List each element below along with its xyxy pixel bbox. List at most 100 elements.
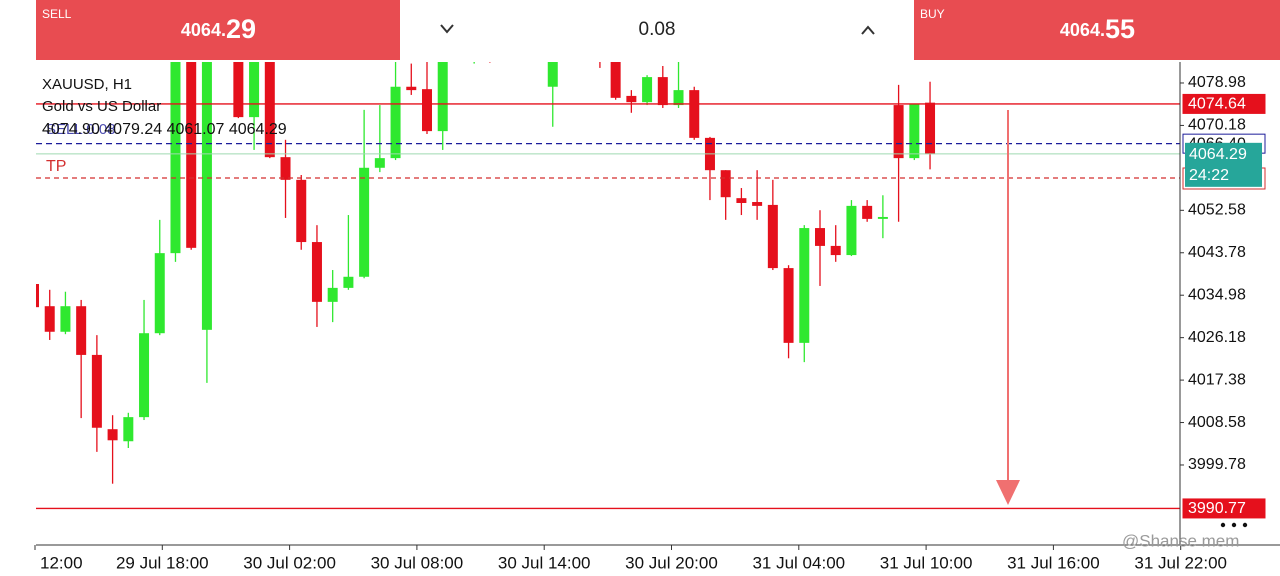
buy-price: 4064.55 bbox=[1060, 14, 1135, 44]
candle-body bbox=[736, 198, 747, 203]
candle-body bbox=[107, 429, 118, 441]
y-tick-label: 4026.18 bbox=[1188, 329, 1246, 346]
candle-body bbox=[91, 354, 102, 428]
y-tick-label: 4078.98 bbox=[1188, 74, 1246, 91]
x-tick-label: 30 Jul 08:00 bbox=[371, 553, 464, 572]
candle-body bbox=[36, 284, 39, 308]
candle-body bbox=[626, 95, 637, 103]
price-level-label: 3990.77 bbox=[1188, 500, 1246, 517]
y-tick-label: 4008.58 bbox=[1188, 414, 1246, 431]
candle-body bbox=[123, 417, 134, 442]
x-tick-label: 30 Jul 20:00 bbox=[625, 553, 718, 572]
candle-body bbox=[343, 276, 354, 288]
candle-timer: 24:22 bbox=[1189, 167, 1229, 184]
price-level-tag bbox=[1182, 93, 1266, 114]
candle-body bbox=[642, 77, 653, 103]
current-price-label: 4064.29 bbox=[1189, 146, 1247, 163]
candle-body bbox=[296, 179, 307, 243]
candle-body bbox=[783, 268, 794, 343]
candle-body bbox=[44, 306, 55, 332]
candle-body bbox=[720, 170, 731, 198]
candle-body bbox=[815, 228, 825, 246]
y-tick-label: 4070.18 bbox=[1188, 117, 1246, 134]
candle-body bbox=[264, 62, 275, 158]
x-tick-label: 31 Jul 10:00 bbox=[880, 553, 973, 572]
candle-body bbox=[233, 62, 244, 118]
current-price-tag bbox=[1185, 142, 1262, 187]
candle-body bbox=[76, 306, 87, 355]
candle-body bbox=[830, 245, 841, 256]
overlay: 4078.98 4070.18 4052.58 4043.78 4034.98 4026.… bbox=[34, 74, 1266, 572]
candle-body bbox=[610, 62, 621, 98]
candle-body bbox=[547, 62, 558, 87]
x-tick-label: 31 Jul 04:00 bbox=[752, 553, 845, 572]
x-tick-label: 29 Jul 18:00 bbox=[116, 553, 209, 572]
x-tick-label: 31 Jul 22:00 bbox=[1134, 553, 1227, 572]
menu-dot bbox=[1220, 522, 1226, 528]
candle-body bbox=[422, 89, 432, 132]
menu-dot bbox=[1242, 522, 1248, 528]
buy-price-pips: 55 bbox=[1105, 14, 1135, 44]
symbol-description: Gold vs US Dollar bbox=[42, 98, 161, 115]
candle-body bbox=[799, 228, 810, 343]
candle-body bbox=[327, 287, 338, 302]
sell-button[interactable] bbox=[36, 0, 400, 60]
candle-body bbox=[689, 90, 700, 138]
candle-body bbox=[359, 167, 370, 277]
candle-body bbox=[767, 204, 778, 269]
sell-price: 4064.29 bbox=[181, 14, 256, 44]
candle-body bbox=[186, 62, 197, 248]
buy-price-main: 4064. bbox=[1060, 20, 1105, 40]
y-tick-label: 4017.38 bbox=[1188, 371, 1246, 388]
projection-arrow-head bbox=[996, 480, 1020, 505]
menu-dot bbox=[1231, 522, 1237, 528]
candle-body bbox=[893, 105, 904, 159]
candle-body bbox=[280, 157, 291, 180]
buy-label: BUY bbox=[920, 7, 945, 21]
x-tick-label: 31 Jul 16:00 bbox=[1007, 553, 1100, 572]
order-label: SELL 0.08 bbox=[46, 121, 116, 138]
lot-panel bbox=[400, 0, 914, 60]
y-tick-label: 4052.58 bbox=[1188, 202, 1246, 219]
price-level-tag bbox=[1182, 498, 1266, 519]
candle-body bbox=[60, 306, 71, 332]
y-tick-label: 4034.98 bbox=[1188, 286, 1246, 303]
candle-body bbox=[139, 333, 150, 418]
candle-body bbox=[390, 86, 401, 159]
buy-button[interactable] bbox=[914, 0, 1280, 60]
sell-label: SELL bbox=[42, 7, 72, 21]
x-tick-label: 12:00 bbox=[40, 553, 83, 572]
lot-increase[interactable] bbox=[861, 25, 875, 35]
symbol: XAUUSD, H1 bbox=[42, 76, 132, 93]
candle-body bbox=[249, 62, 260, 118]
x-tick-label: 30 Jul 02:00 bbox=[243, 553, 336, 572]
more-menu[interactable] bbox=[1220, 522, 1248, 528]
candle-body bbox=[925, 102, 936, 154]
candle-body bbox=[862, 205, 873, 219]
candle-body bbox=[374, 158, 385, 168]
x-tick-label: 30 Jul 14:00 bbox=[498, 553, 591, 572]
candle-body bbox=[877, 216, 888, 219]
candle-body bbox=[846, 205, 857, 256]
sell-price-pips: 29 bbox=[226, 14, 256, 44]
candle-body bbox=[170, 62, 181, 254]
candle-body bbox=[752, 202, 763, 206]
candle-body bbox=[909, 104, 920, 159]
plot-area bbox=[36, 62, 1180, 484]
candle-body bbox=[657, 77, 668, 106]
lot-decrease[interactable] bbox=[440, 24, 454, 34]
watermark: @Shanse mem bbox=[1122, 531, 1239, 550]
candle-body bbox=[201, 62, 212, 330]
y-tick-label: 4043.78 bbox=[1188, 244, 1246, 261]
sell-price-main: 4064. bbox=[181, 20, 226, 40]
y-tick-label: 3999.78 bbox=[1188, 456, 1246, 473]
lot-size[interactable]: 0.08 bbox=[639, 19, 676, 40]
price-level-label: 4074.64 bbox=[1188, 96, 1246, 113]
candle-body bbox=[311, 242, 322, 302]
candle-body bbox=[406, 86, 417, 91]
ohlc-readout: 4074.90 4079.24 4061.07 4064.29 bbox=[42, 121, 287, 138]
candle-body bbox=[437, 62, 448, 132]
candle-body bbox=[673, 90, 684, 106]
